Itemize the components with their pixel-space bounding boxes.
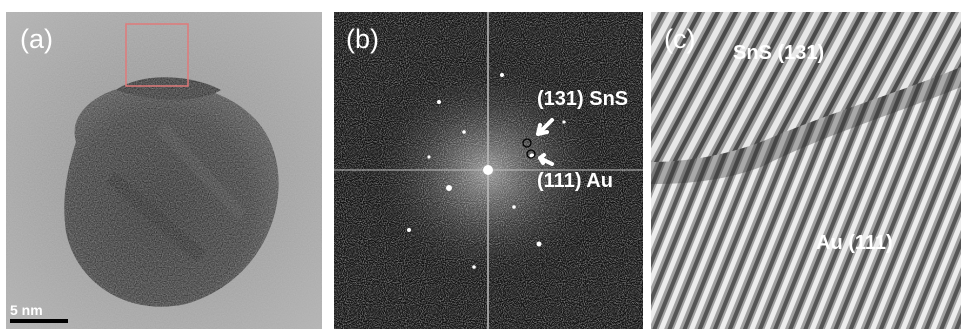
scale-bar-label: 5 nm <box>10 302 43 318</box>
filtered-lattice-panel: (c) SnS (131) Au (111) <box>651 12 961 329</box>
annotation-au-111: Au (111) <box>816 232 893 254</box>
lattice-fringe-image <box>651 12 961 329</box>
annotation-sns-131: SnS (131) <box>733 42 825 64</box>
fft-image <box>334 12 643 329</box>
scale-bar: 5 nm <box>10 302 68 323</box>
inset-box <box>125 23 189 87</box>
tem-image <box>6 12 322 329</box>
panel-label: (c) <box>664 24 696 54</box>
annotation-au-111: (111) Au <box>537 170 613 192</box>
arrow-sns <box>536 118 554 136</box>
arrow-au <box>538 153 554 166</box>
panel-label: (a) <box>20 24 53 54</box>
panel-label: (b) <box>346 24 379 54</box>
spot-marker-sns <box>522 138 532 148</box>
annotation-sns-131: (131) SnS <box>537 88 629 110</box>
tem-image-panel: (a) 5 nm <box>6 12 322 329</box>
fft-panel: (b) (131) SnS (111) Au <box>334 12 643 329</box>
scale-bar-line <box>10 319 68 323</box>
spot-marker-au <box>526 149 536 159</box>
